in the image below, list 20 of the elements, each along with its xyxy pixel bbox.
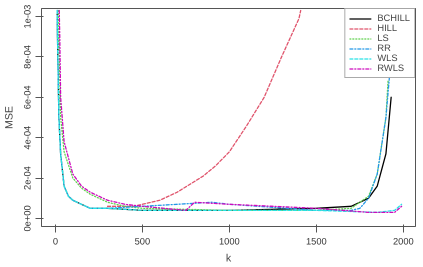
y-tick-label: 4e-04: [22, 126, 32, 150]
x-tick-label: 1000: [218, 236, 240, 246]
line-series: [106, 10, 302, 207]
y-tick-label: 0e+00: [22, 205, 32, 232]
y-tick-label: 6e-04: [22, 85, 32, 110]
legend-label: WLS: [377, 53, 398, 63]
legend-label: BCHILL: [377, 13, 410, 23]
y-tick-label: 1e-03: [22, 4, 32, 29]
y-axis-title: MSE: [4, 106, 16, 130]
y-tick-label: 2e-04: [22, 166, 32, 190]
legend-label: LS: [377, 33, 390, 43]
x-tick-label: 500: [134, 236, 150, 246]
legend-label: RWLS: [377, 63, 404, 73]
x-tick-label: 0: [52, 236, 58, 246]
y-tick-label: 8e-04: [22, 45, 32, 69]
x-axis-title: k: [226, 252, 232, 264]
x-tick-label: 2000: [392, 236, 414, 246]
legend-label: HILL: [377, 23, 398, 33]
legend-label: RR: [377, 43, 392, 53]
x-tick-label: 1500: [306, 236, 327, 246]
